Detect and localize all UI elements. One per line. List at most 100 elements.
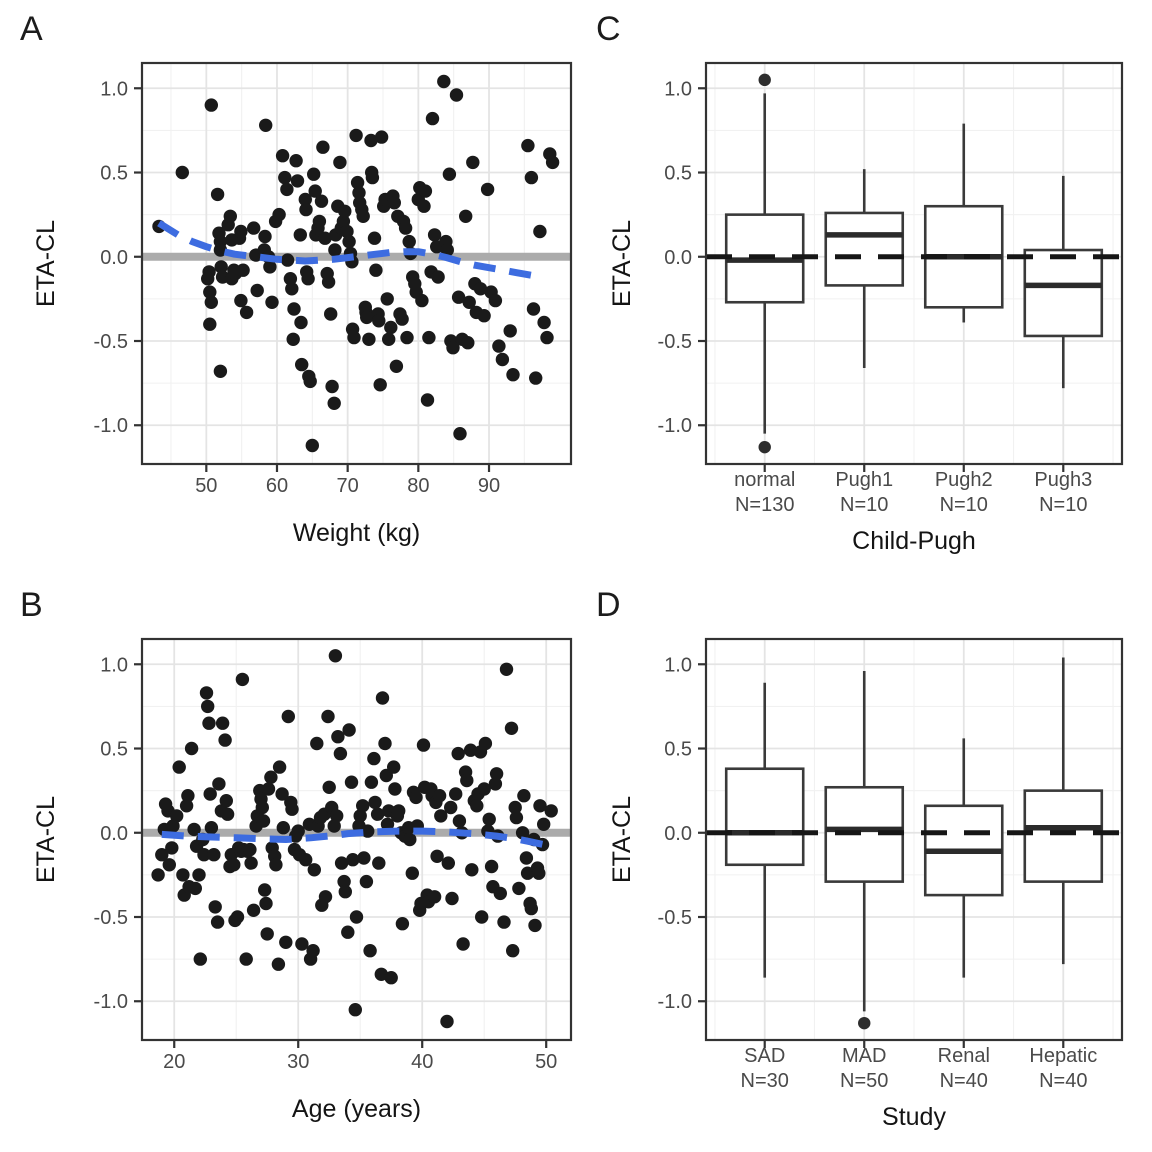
scatter-point <box>223 209 237 223</box>
scatter-point <box>417 199 431 213</box>
scatter-point <box>278 170 292 185</box>
y-tick-label: -1.0 <box>658 991 692 1013</box>
box-iqr <box>1023 789 1104 883</box>
category-n-label: N=50 <box>840 1070 888 1092</box>
scatter-point <box>298 192 312 207</box>
scatter-point <box>349 910 364 924</box>
y-tick-label: -1.0 <box>658 415 692 437</box>
scatter-point <box>289 154 303 168</box>
scatter-point <box>236 263 250 277</box>
scatter-point <box>261 782 276 796</box>
scatter-point <box>373 378 387 392</box>
scatter-point <box>318 890 333 904</box>
x-tick-label: 40 <box>411 1051 433 1073</box>
scatter-point <box>425 111 440 126</box>
scatter-point <box>442 167 457 181</box>
scatter-point <box>533 799 547 813</box>
panel-border <box>140 61 573 466</box>
x-tick-label: 50 <box>535 1051 557 1073</box>
scatter-point <box>372 856 386 870</box>
y-tick-label: 0.5 <box>664 163 692 185</box>
panel-b-chart: -1.0 -0.5 0.0 0.5 1.0 20 30 40 50 Age (years) ETA-… <box>32 637 573 1123</box>
scatter-point <box>197 848 211 862</box>
scatter-point <box>451 290 466 304</box>
scatter-point <box>295 357 309 372</box>
scatter-point <box>440 243 454 257</box>
scatter-point <box>204 295 218 309</box>
scatter-point <box>334 856 349 870</box>
scatter-point <box>234 224 248 239</box>
scatter-point <box>285 802 299 816</box>
scatter-point <box>184 741 199 756</box>
scatter-point <box>279 935 293 949</box>
scatter-point <box>374 130 389 144</box>
scatter-point <box>427 228 442 242</box>
x-axis-title: Weight (kg) <box>293 519 420 547</box>
y-tick-label: 1.0 <box>100 654 128 676</box>
scatter-point <box>258 883 272 897</box>
scatter-point <box>367 751 381 766</box>
scatter-point <box>280 182 294 197</box>
scatter-point <box>372 314 386 328</box>
scatter-point <box>272 207 286 222</box>
y-tick-label: 1.0 <box>100 78 128 100</box>
scatter-point <box>475 910 489 924</box>
scatter-point <box>330 809 344 823</box>
category-label: SAD <box>744 1045 785 1067</box>
scatter-point <box>347 330 361 345</box>
panel-border <box>704 61 1124 466</box>
scatter-point <box>430 849 444 863</box>
scatter-point <box>537 315 551 330</box>
x-tick-label: 90 <box>478 475 500 497</box>
scatter-point <box>162 858 176 872</box>
scatter-point <box>384 971 398 985</box>
scatter-point <box>427 890 442 904</box>
scatter-point <box>484 859 499 874</box>
scatter-point <box>495 352 510 367</box>
scatter-point <box>301 272 315 286</box>
scatter-point <box>181 789 195 803</box>
y-tick-label: 0.0 <box>664 247 692 269</box>
y-axis-title: ETA-CL <box>608 220 636 307</box>
scatter-point <box>283 272 298 286</box>
x-tick-label: 60 <box>266 475 288 497</box>
panel-c-chart: -1.0 -0.5 0.0 0.5 1.0 normal N=130 Pugh1 N=10 Pug… <box>608 61 1124 555</box>
scatter-point <box>165 841 179 855</box>
scatter-point <box>269 858 283 872</box>
scatter-point <box>259 896 273 911</box>
scatter-point <box>446 341 460 355</box>
scatter-point <box>220 807 235 821</box>
outlier-point <box>758 73 771 87</box>
y-tick-label: -0.5 <box>658 907 692 929</box>
scatter-point <box>444 800 458 815</box>
scatter-point <box>375 691 390 705</box>
scatter-point <box>333 155 347 170</box>
x-tick-label: 20 <box>163 1051 185 1073</box>
scatter-point <box>352 186 366 200</box>
scatter-point <box>234 293 248 308</box>
scatter-point <box>431 270 445 284</box>
scatter-point <box>445 891 459 906</box>
scatter-point <box>441 856 455 870</box>
scatter-point <box>422 330 436 345</box>
scatter-point <box>310 736 324 751</box>
scatter-point <box>214 260 228 274</box>
scatter-point <box>295 937 309 951</box>
scatter-point <box>473 282 488 296</box>
scatter-point <box>348 1003 362 1017</box>
scatter-point <box>415 293 429 308</box>
scatter-point <box>466 155 480 170</box>
scatter-point <box>524 170 539 185</box>
scatter-point <box>235 672 250 687</box>
scatter-point <box>342 723 356 737</box>
scatter-point <box>259 118 273 132</box>
panel-a-chart: -1.0 -0.5 0.0 0.5 1.0 50 60 70 80 90 Weight (kg) ET… <box>32 61 573 547</box>
scatter-point <box>263 260 277 274</box>
scatter-point <box>264 770 278 784</box>
scatter-point <box>545 155 560 170</box>
y-axis-title: ETA-CL <box>32 796 60 883</box>
scatter-point <box>187 822 201 837</box>
scatter-point <box>204 98 218 112</box>
scatter-point <box>175 165 189 180</box>
